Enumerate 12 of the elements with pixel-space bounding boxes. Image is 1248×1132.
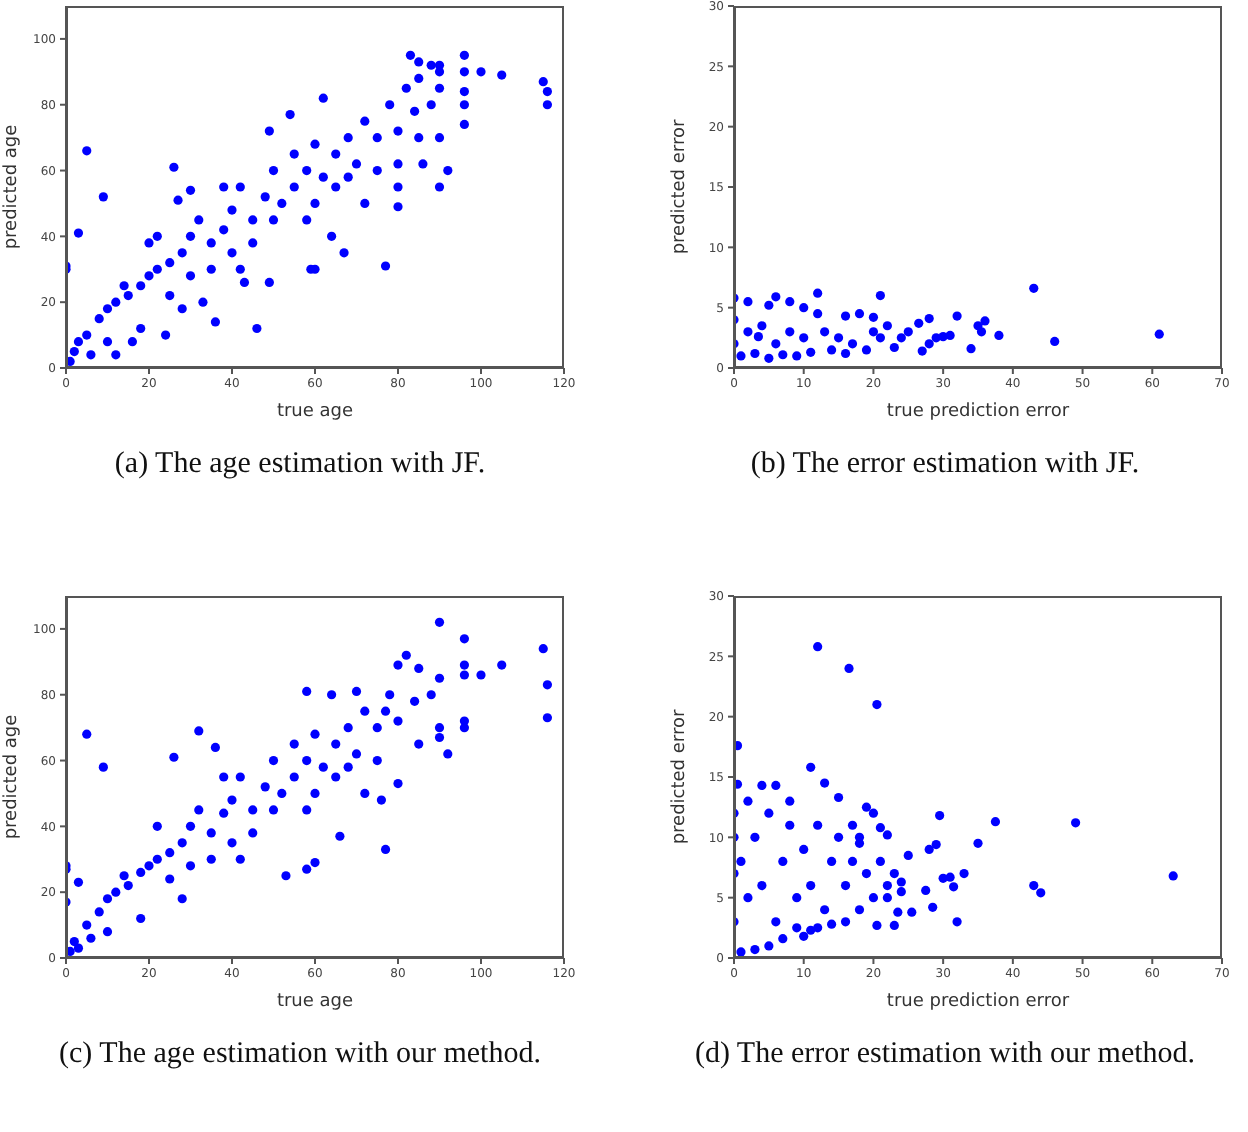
y-axis-title: predicted age <box>2 713 23 840</box>
y-axis-title: predicted error <box>670 119 691 255</box>
y-axis-title: predicted age <box>2 123 23 250</box>
text: (b) The error estimation with JF. <box>748 446 1142 484</box>
y-axis-title: predicted error <box>670 709 691 845</box>
x-axis-title: true age <box>276 402 355 422</box>
x-axis-title: true age <box>276 992 355 1012</box>
text: (a) The age estimation with JF. <box>112 446 488 484</box>
x-axis-title: true prediction error <box>886 992 1070 1012</box>
text: (d) The error estimation with our method. <box>692 1036 1198 1074</box>
x-axis-title: true prediction error <box>886 402 1070 422</box>
text: (c) The age estimation with our method. <box>57 1036 543 1074</box>
